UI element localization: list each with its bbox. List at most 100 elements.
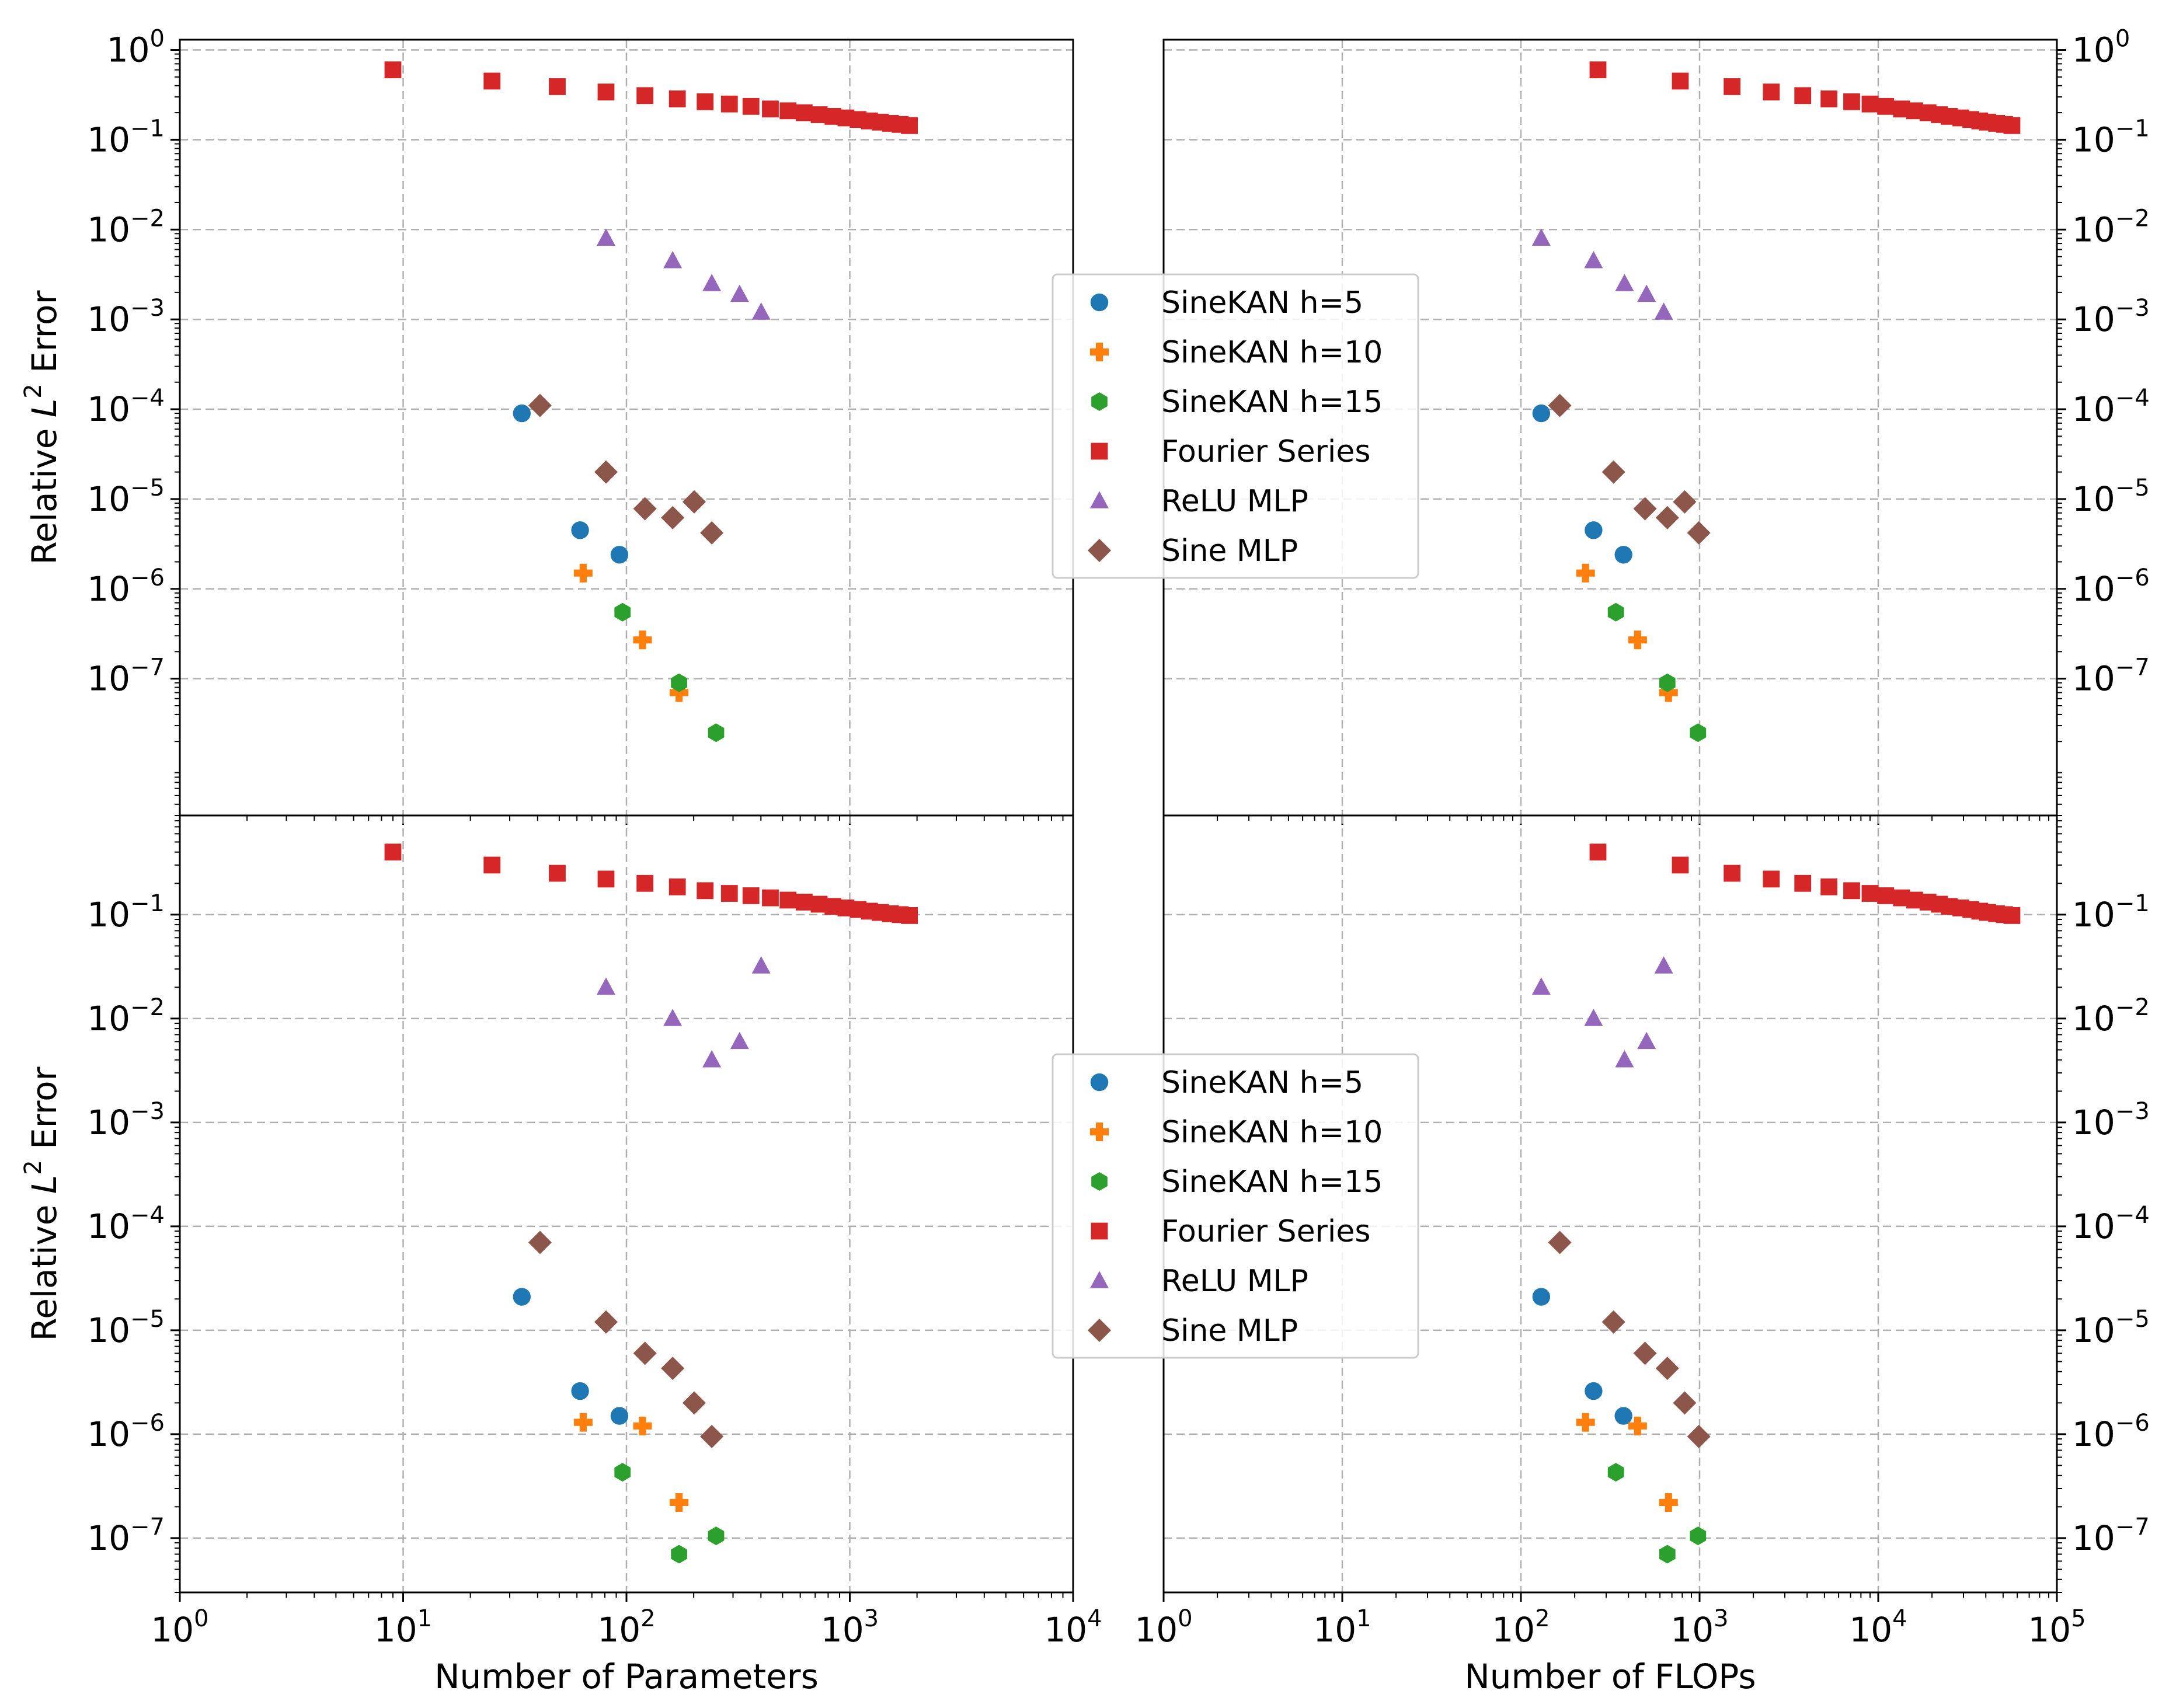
x-tick-label: 104 [1044,1605,1102,1650]
data-point-fourier-series [384,843,402,861]
y-tick-label-base: 10 [87,659,130,699]
y-tick-label: 10−5 [87,1306,165,1350]
data-point-fourier-series [1794,874,1812,892]
x-tick-label-exp: 5 [2071,1605,2085,1632]
y-axis-title-suffix: Error [25,1066,64,1160]
x-tick-label-base: 10 [1044,1610,1087,1650]
series-sinekan-h-10 [1576,1413,1678,1512]
y-axis-title-sup: 2 [20,1160,47,1174]
data-point-fourier-series [2003,117,2021,134]
grid-lines [180,815,1073,1592]
y-tick-label: 10−1 [2072,890,2150,935]
y-tick-label-base: 10 [2072,1103,2115,1142]
x-tick-label: 103 [1670,1605,1728,1650]
data-point-sine-mlp [1601,460,1625,484]
data-point-relu-mlp [1654,956,1673,974]
data-point-sinekan-h-5 [571,521,589,539]
y-tick-label: 100 [2072,26,2130,70]
legend-marker-relu-mlp [1090,491,1109,508]
data-point-sinekan-h-10 [1628,630,1647,650]
y-tick-label: 10−4 [87,385,165,429]
y-tick-label-exp: −3 [130,295,165,322]
y-axis-title-var: L [25,1175,64,1194]
y-tick-label: 10−4 [87,1202,165,1246]
y-tick-label-base: 10 [2072,1518,2115,1558]
y-tick-label-exp: 0 [2115,26,2130,53]
y-tick-label: 10−6 [2072,564,2150,609]
data-point-fourier-series [1877,887,1895,904]
legend-marker-sinekan-h-5 [1090,1073,1109,1092]
data-point-sinekan-h-5 [1614,1407,1632,1425]
x-tick-label-exp: 3 [864,1605,879,1632]
series-sinekan-h-15 [1607,1463,1707,1564]
y-tick-label-base: 10 [2072,210,2115,249]
y-tick-label-exp: −1 [2115,115,2150,142]
y-tick-label-base: 10 [2072,1207,2115,1246]
series-fourier-series [384,61,918,134]
data-point-sine-mlp [1548,393,1572,417]
data-point-relu-mlp [1637,284,1656,302]
legend-marker-sine-mlp [1088,1319,1111,1342]
data-point-fourier-series [762,889,779,907]
data-point-sinekan-h-5 [513,1288,531,1306]
x-tick-label-exp: 4 [1087,1605,1102,1632]
data-point-fourier-series [1820,90,1838,107]
x-tick-label-base: 10 [1313,1610,1356,1650]
y-tick-label-exp: −7 [130,654,165,681]
data-point-relu-mlp [596,228,615,246]
data-point-sinekan-h-15 [1607,602,1624,622]
data-point-sinekan-h-5 [1532,404,1551,423]
y-tick-label-base: 10 [87,895,130,935]
legend-entry-relu-mlp: ReLU MLP [1090,1264,1308,1299]
data-point-fourier-series [720,95,738,113]
data-point-sine-mlp [700,521,724,545]
x-tick-label: 105 [2028,1605,2085,1650]
data-point-sine-mlp [682,1391,706,1415]
y-tick-label-exp: −7 [130,1514,165,1540]
y-tick-label-base: 10 [87,1103,130,1142]
data-point-sinekan-h-15 [708,1526,725,1546]
data-point-fourier-series [636,874,654,892]
y-tick-label-exp: −4 [2115,1202,2150,1229]
data-point-fourier-series [1589,843,1607,861]
y-tick-label-base: 10 [2072,999,2115,1038]
data-point-fourier-series [549,78,566,95]
data-point-relu-mlp [1584,250,1603,269]
data-point-sinekan-h-15 [708,723,725,743]
data-point-fourier-series [669,90,686,107]
y-tick-label-exp: 0 [150,26,165,53]
data-point-fourier-series [597,870,615,888]
legend-label-relu-mlp: ReLU MLP [1161,484,1308,519]
legend-marker-relu-mlp [1090,1271,1109,1288]
y-tick-label-base: 10 [2072,1414,2115,1454]
legend-marker-sine-mlp [1088,539,1111,562]
data-point-fourier-series [901,117,918,134]
series-relu-mlp [596,956,771,1068]
y-tick-label-exp: −3 [2115,295,2150,322]
y-tick-label: 10−6 [2072,1410,2150,1454]
legend-frame [1052,273,1419,579]
y-tick-label: 10−3 [87,295,165,339]
data-point-fourier-series [1589,61,1607,79]
y-tick-label-exp: −6 [130,1410,165,1437]
data-point-fourier-series [742,887,760,904]
x-axis-title-parameters: Number of Parameters [434,1657,819,1696]
data-point-sine-mlp [633,1341,657,1365]
x-tick-label: 104 [1849,1605,1907,1650]
data-point-relu-mlp [751,956,771,974]
data-point-sine-mlp [1633,497,1657,521]
x-tick-label-base: 10 [821,1610,864,1650]
data-point-fourier-series [779,891,797,909]
data-point-fourier-series [549,865,566,882]
legend-label-fourier-series: Fourier Series [1161,434,1370,469]
y-tick-label-base: 10 [87,1310,130,1350]
data-point-sinekan-h-10 [1576,563,1595,583]
series-sinekan-h-5 [1532,1288,1632,1425]
y-tick-label-base: 10 [87,1518,130,1558]
data-point-fourier-series [1763,870,1780,888]
data-point-sine-mlp [682,490,706,514]
data-point-sinekan-h-10 [633,630,652,650]
series-sinekan-h-15 [614,1463,725,1564]
data-point-sinekan-h-15 [614,1463,631,1482]
